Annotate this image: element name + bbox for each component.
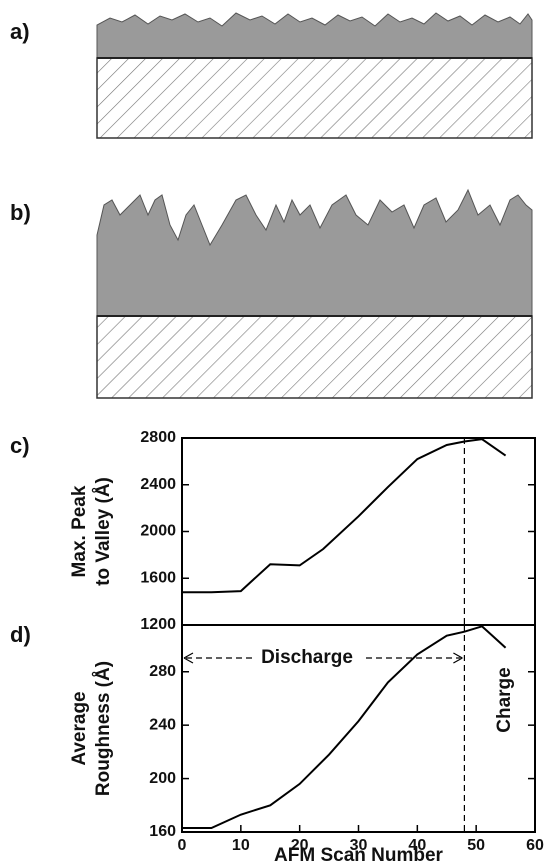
annotation: Discharge [261,647,353,668]
panel-label: b) [10,200,31,225]
x-tick-label: 60 [526,837,544,854]
x-tick-label: 10 [232,837,250,854]
x-tick-label: 40 [408,837,426,854]
panel-label: d) [10,622,31,647]
y-tick-label: 240 [149,716,176,733]
plot-frame [181,437,536,626]
data-line [182,438,507,594]
label-bg [252,647,362,669]
y-tick-label: 280 [149,663,176,680]
y-tick-label: 200 [149,770,176,787]
y-tick-label: 2000 [140,523,176,540]
schematic-b [96,188,533,399]
x-tick-label: 50 [467,837,485,854]
y-axis-label: to Valley (Å) [93,477,114,586]
y-tick-label: 160 [149,823,176,840]
arrow-head [183,652,463,664]
schematic-a [96,12,533,139]
x-axis-label: AFM Scan Number [274,845,444,865]
panel-label: a) [10,19,30,44]
annotation: Charge [494,667,515,732]
x-tick-label: 0 [178,837,187,854]
data-line [182,625,507,829]
y-axis-label: Average [69,691,90,765]
y-tick-label: 2400 [140,476,176,493]
y-axis-label: Roughness (Å) [93,661,114,796]
y-axis-label: Max. Peak [69,485,90,577]
y-tick-label: 1200 [140,616,176,633]
x-tick-label: 20 [291,837,309,854]
y-tick-label: 1600 [140,569,176,586]
x-tick-label: 30 [350,837,368,854]
panel-label: c) [10,433,30,458]
y-tick-label: 2800 [140,429,176,446]
